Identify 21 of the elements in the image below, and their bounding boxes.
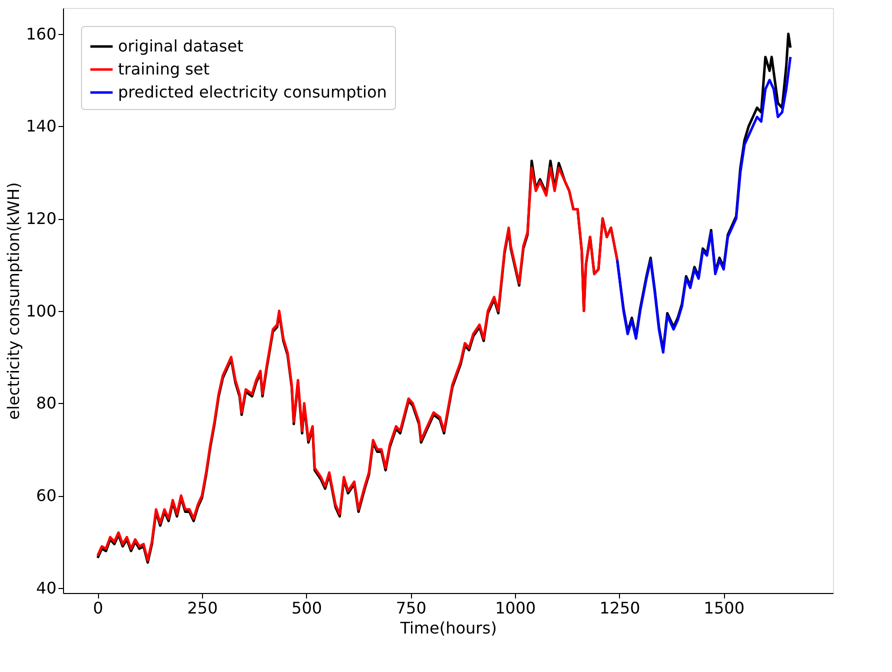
line-series <box>96 166 618 562</box>
legend-label: training set <box>118 60 210 78</box>
x-axis-title: Time(hours) <box>399 618 497 638</box>
x-tick-label: 750 <box>396 598 426 618</box>
x-tick-label: 1000 <box>495 598 536 618</box>
x-tick-label: 1500 <box>704 598 745 618</box>
y-tick-label: 40 <box>36 578 56 598</box>
x-tick-label: 0 <box>93 598 104 618</box>
x-tick-label: 1250 <box>599 598 640 618</box>
y-tick-label: 140 <box>26 116 56 136</box>
y-tick-label: 120 <box>26 209 56 228</box>
line-series <box>616 56 792 354</box>
legend-label: predicted electricity consumption <box>118 82 387 102</box>
y-tick-label: 100 <box>26 301 56 320</box>
y-tick-label: 160 <box>26 24 56 44</box>
y-tick-label: 80 <box>36 394 56 413</box>
y-tick-label: 60 <box>36 486 56 506</box>
legend-label: original dataset <box>118 36 244 56</box>
x-tick-label: 500 <box>292 598 322 618</box>
x-tick-label: 250 <box>187 598 218 618</box>
y-axis-title: electricity consumption(kWH) <box>4 182 23 420</box>
